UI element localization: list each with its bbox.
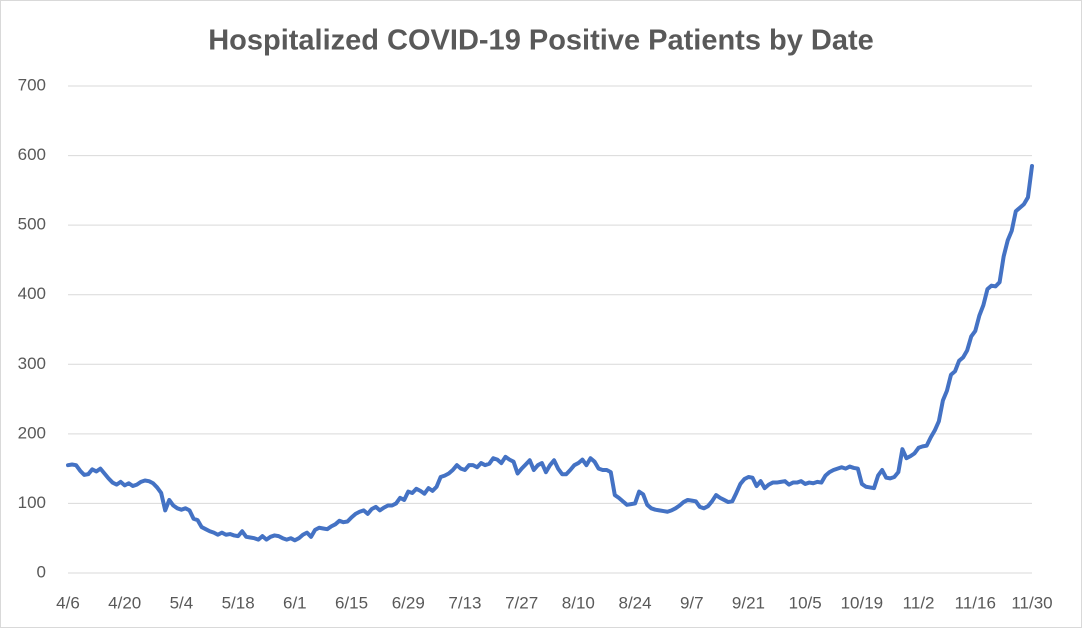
x-tick-label: 5/4 xyxy=(170,593,194,612)
x-tick-label: 4/6 xyxy=(56,593,80,612)
x-tick-label: 8/10 xyxy=(562,593,595,612)
y-tick-label: 600 xyxy=(18,145,46,164)
y-tick-label: 200 xyxy=(18,423,46,442)
x-tick-label: 11/16 xyxy=(955,593,996,612)
x-tick-label: 6/1 xyxy=(283,593,307,612)
x-tick-label: 10/5 xyxy=(789,593,822,612)
x-tick-label: 5/18 xyxy=(222,593,255,612)
x-tick-label: 11/2 xyxy=(903,593,935,612)
y-tick-label: 700 xyxy=(18,75,46,94)
x-tick-label: 4/20 xyxy=(108,593,141,612)
y-tick-label: 0 xyxy=(37,562,46,581)
y-tick-label: 300 xyxy=(18,354,46,373)
x-tick-label: 7/27 xyxy=(505,593,538,612)
x-tick-label: 8/24 xyxy=(619,593,652,612)
x-tick-label: 9/21 xyxy=(732,593,765,612)
y-tick-label: 400 xyxy=(18,284,46,303)
x-tick-label: 9/7 xyxy=(680,593,704,612)
x-tick-label: 11/30 xyxy=(1011,593,1052,612)
x-tick-label: 6/15 xyxy=(335,593,368,612)
x-tick-label: 6/29 xyxy=(392,593,425,612)
chart-title: Hospitalized COVID-19 Positive Patients … xyxy=(208,25,874,57)
line-series xyxy=(66,164,1034,543)
x-tick-label: 7/13 xyxy=(448,593,481,612)
y-tick-label: 500 xyxy=(18,215,46,234)
x-tick-label: 10/19 xyxy=(841,593,884,612)
y-tick-label: 100 xyxy=(18,493,46,512)
